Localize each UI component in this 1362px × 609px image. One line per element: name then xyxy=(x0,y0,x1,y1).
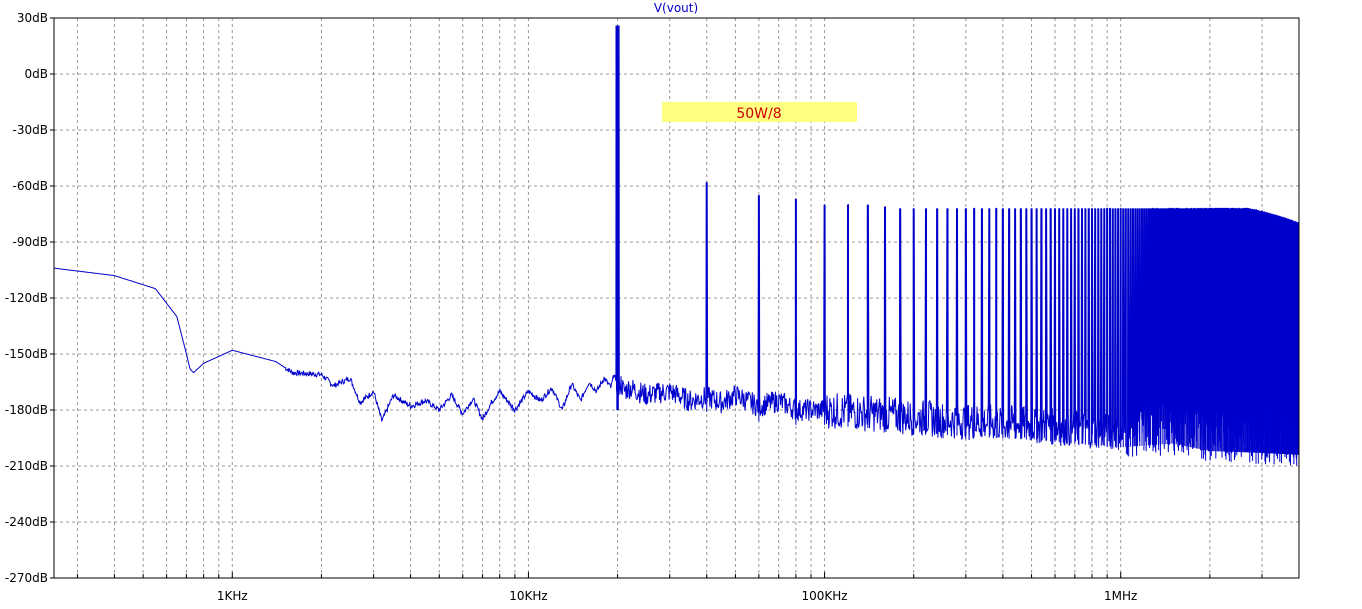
y-tick-label: -180dB xyxy=(5,403,48,417)
x-tick-label: 1KHz xyxy=(217,589,248,603)
y-tick-label: -30dB xyxy=(13,123,48,137)
y-tick-label: -90dB xyxy=(13,235,48,249)
x-tick-label: 1MHz xyxy=(1104,589,1137,603)
y-tick-label: 0dB xyxy=(25,67,48,81)
x-tick-label: 10KHz xyxy=(509,589,547,603)
grid-lines xyxy=(54,18,1299,578)
trace-layer xyxy=(53,25,1300,466)
y-tick-label: -60dB xyxy=(13,179,48,193)
y-tick-label: -210dB xyxy=(5,459,48,473)
y-tick-label: -120dB xyxy=(5,291,48,305)
chart-title: V(vout) xyxy=(654,1,698,15)
y-tick-label: 30dB xyxy=(17,11,48,25)
annotation-label: 50W/8 xyxy=(736,106,781,122)
x-tick-label: 100KHz xyxy=(802,589,848,603)
annotation-box xyxy=(662,102,857,122)
y-axis-ticks: 30dB 0dB -30dB -60dB -90dB -120dB -150dB -180dB… xyxy=(5,11,54,585)
y-tick-label: -270dB xyxy=(5,571,48,585)
y-tick-label: -240dB xyxy=(5,515,48,529)
y-tick-label: -150dB xyxy=(5,347,48,361)
x-axis-ticks: 1KHz 10KHz 100KHz 1MHz xyxy=(217,589,1137,603)
